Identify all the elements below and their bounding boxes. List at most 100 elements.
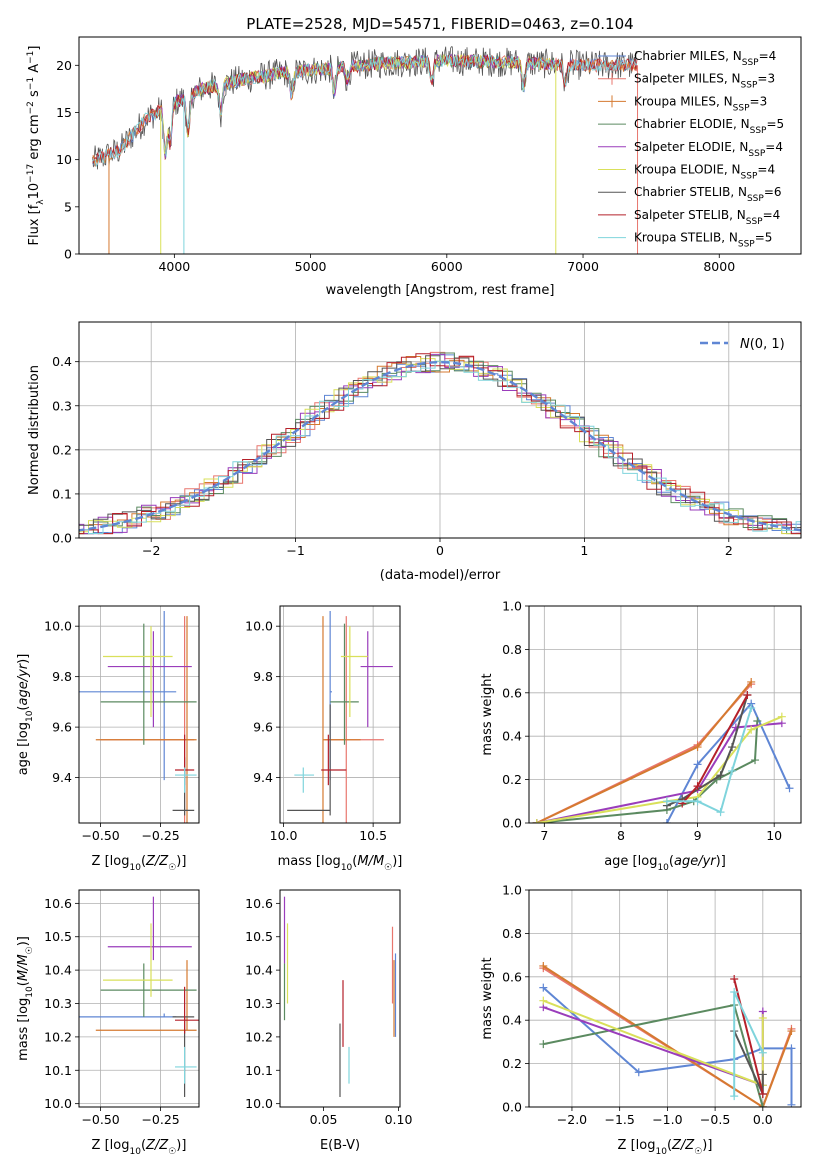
- x-tick-label: 2: [725, 543, 733, 558]
- weight-marker: [777, 712, 786, 721]
- y-tick-label: 0.8: [502, 642, 522, 657]
- weight-marker: [693, 743, 702, 752]
- weight-marker: [753, 717, 762, 726]
- errorbar-point: [79, 1013, 177, 1018]
- y-axis-label: age [log10(age/yr)]: [16, 654, 35, 776]
- errorbar-point: [79, 611, 177, 781]
- legend-label: Salpeter ELODIE, NSSP=4: [634, 140, 783, 159]
- errorbar-point: [95, 960, 197, 1031]
- weight-marker: [539, 996, 548, 1005]
- y-tick-label: 0.0: [502, 1100, 522, 1115]
- x-axis-label: (data-model)/error: [380, 568, 501, 583]
- y-tick-label: 0.6: [502, 969, 522, 984]
- weight-marker: [634, 1068, 643, 1077]
- weight-series: [730, 974, 767, 1098]
- x-tick-label: −0.25: [141, 1112, 179, 1127]
- errorbar-point: [175, 986, 199, 1034]
- x-axis-label: age [log10(age/yr)]: [604, 854, 726, 873]
- weight-marker: [743, 690, 752, 699]
- x-tick-label: −0.25: [141, 828, 179, 843]
- x-tick-label: 10: [766, 828, 782, 843]
- y-tick-label: 10.5: [245, 929, 273, 944]
- x-tick-label: 0.05: [310, 1112, 338, 1127]
- weight-marker: [785, 784, 794, 793]
- errorbar-point: [172, 1016, 195, 1097]
- y-tick-label: 0.4: [52, 354, 72, 369]
- errorbar-point: [287, 704, 331, 816]
- panel-age-vs-Z: −0.50 −0.25 9.4 9.6 9.8 10.0 Z [log10(Z/Z☉)] ag…: [16, 605, 200, 873]
- axes-frame: [528, 605, 802, 824]
- y-tick-label: 10.2: [44, 1029, 72, 1044]
- panel-residual-histogram: −2 −1 0 1 2 0.0 0.1 0.2 0.3 0.4 N(0, 1) (data-model…: [27, 321, 802, 583]
- spectrum-line: [92, 54, 638, 167]
- y-tick-label: 9.4: [52, 770, 72, 785]
- plot-area: [287, 611, 393, 823]
- x-tick-label: 10.0: [270, 828, 298, 843]
- plot-area: [92, 46, 639, 254]
- weight-line: [536, 715, 783, 823]
- x-tick-label: 0: [436, 543, 444, 558]
- y-tick-label: 1.0: [502, 883, 522, 898]
- weight-marker: [787, 1100, 796, 1107]
- errorbar-point: [103, 923, 173, 997]
- weight-line: [542, 965, 793, 1107]
- figure-title: PLATE=2528, MJD=54571, FIBERID=0463, z=0…: [246, 15, 633, 33]
- y-tick-label: 1.0: [502, 599, 522, 614]
- y-tick-label: 20: [56, 58, 72, 73]
- weight-marker: [539, 961, 548, 970]
- weight-marker: [693, 782, 702, 791]
- weight-series: [730, 987, 767, 1101]
- y-axis-label: Flux [fλ10−17 erg cm−2 s−1 A−1]: [26, 46, 46, 246]
- legend-label: Chabrier STELIB, NSSP=6: [634, 185, 782, 204]
- y-tick-label: 0.4: [502, 729, 522, 744]
- errorbar-point: [103, 626, 173, 718]
- plot-area: [283, 896, 397, 1097]
- weight-marker: [662, 797, 671, 806]
- errorbar-point: [294, 767, 315, 793]
- weight-line: [536, 720, 759, 823]
- x-tick-label: 5000: [295, 259, 327, 274]
- y-tick-label: 0.2: [502, 772, 522, 787]
- spectrum-legend: Chabrier MILES, NSSP=4 Salpeter MILES, NS…: [598, 49, 784, 250]
- y-tick-label: 10: [56, 152, 72, 167]
- plot-area: [79, 351, 801, 535]
- legend-label: Kroupa MILES, NSSP=3: [634, 94, 767, 113]
- errorbar-point: [100, 616, 195, 823]
- y-tick-label: 10.0: [44, 1096, 72, 1111]
- errorbar-point: [172, 757, 195, 816]
- y-tick-label: 5: [64, 199, 72, 214]
- y-tick-label: 10.0: [245, 1096, 273, 1111]
- panel-mass-weight-vs-Z: −2.0 −1.5 −1.0 −0.5 0.0 0.0 0.2 0.4 0.6 0.8 1.0 Z […: [480, 883, 802, 1157]
- errorbar-point: [107, 896, 192, 961]
- weight-marker: [532, 819, 541, 823]
- y-tick-label: 0.2: [502, 1056, 522, 1071]
- y-axis-label: mass weight: [480, 673, 495, 755]
- y-tick-label: 0.0: [52, 531, 72, 546]
- x-tick-label: 6000: [431, 259, 463, 274]
- weight-marker: [758, 1048, 767, 1057]
- weight-marker: [716, 808, 725, 817]
- panel-mass-weight-vs-age: 7 8 9 10 0.0 0.2 0.4 0.6 0.8 1.0 age [log10(age/yr…: [480, 599, 802, 873]
- x-axis-label: E(B-V): [320, 1138, 360, 1153]
- y-tick-label: 0.4: [502, 1013, 522, 1028]
- axes-frame: [279, 605, 401, 824]
- legend-label: Salpeter STELIB, NSSP=4: [634, 208, 780, 227]
- x-tick-label: 1: [580, 543, 588, 558]
- histogram-step: [79, 355, 801, 531]
- axes-frame: [78, 605, 200, 824]
- x-tick-label: −1.0: [652, 1112, 682, 1127]
- x-tick-label: −2: [142, 543, 160, 558]
- weight-marker: [728, 743, 737, 752]
- weight-series: [539, 1003, 767, 1090]
- y-tick-label: 10.3: [245, 996, 273, 1011]
- errorbar-point: [107, 631, 192, 728]
- y-tick-label: 0.3: [52, 398, 72, 413]
- weight-marker: [787, 1027, 796, 1036]
- weight-marker: [758, 1070, 767, 1079]
- x-tick-label: 8: [617, 828, 625, 843]
- x-tick-label: 0.10: [385, 1112, 413, 1127]
- x-tick-label: −0.50: [81, 1112, 119, 1127]
- weight-marker: [539, 1040, 548, 1049]
- y-tick-label: 0.0: [502, 816, 522, 831]
- weight-marker: [747, 677, 756, 686]
